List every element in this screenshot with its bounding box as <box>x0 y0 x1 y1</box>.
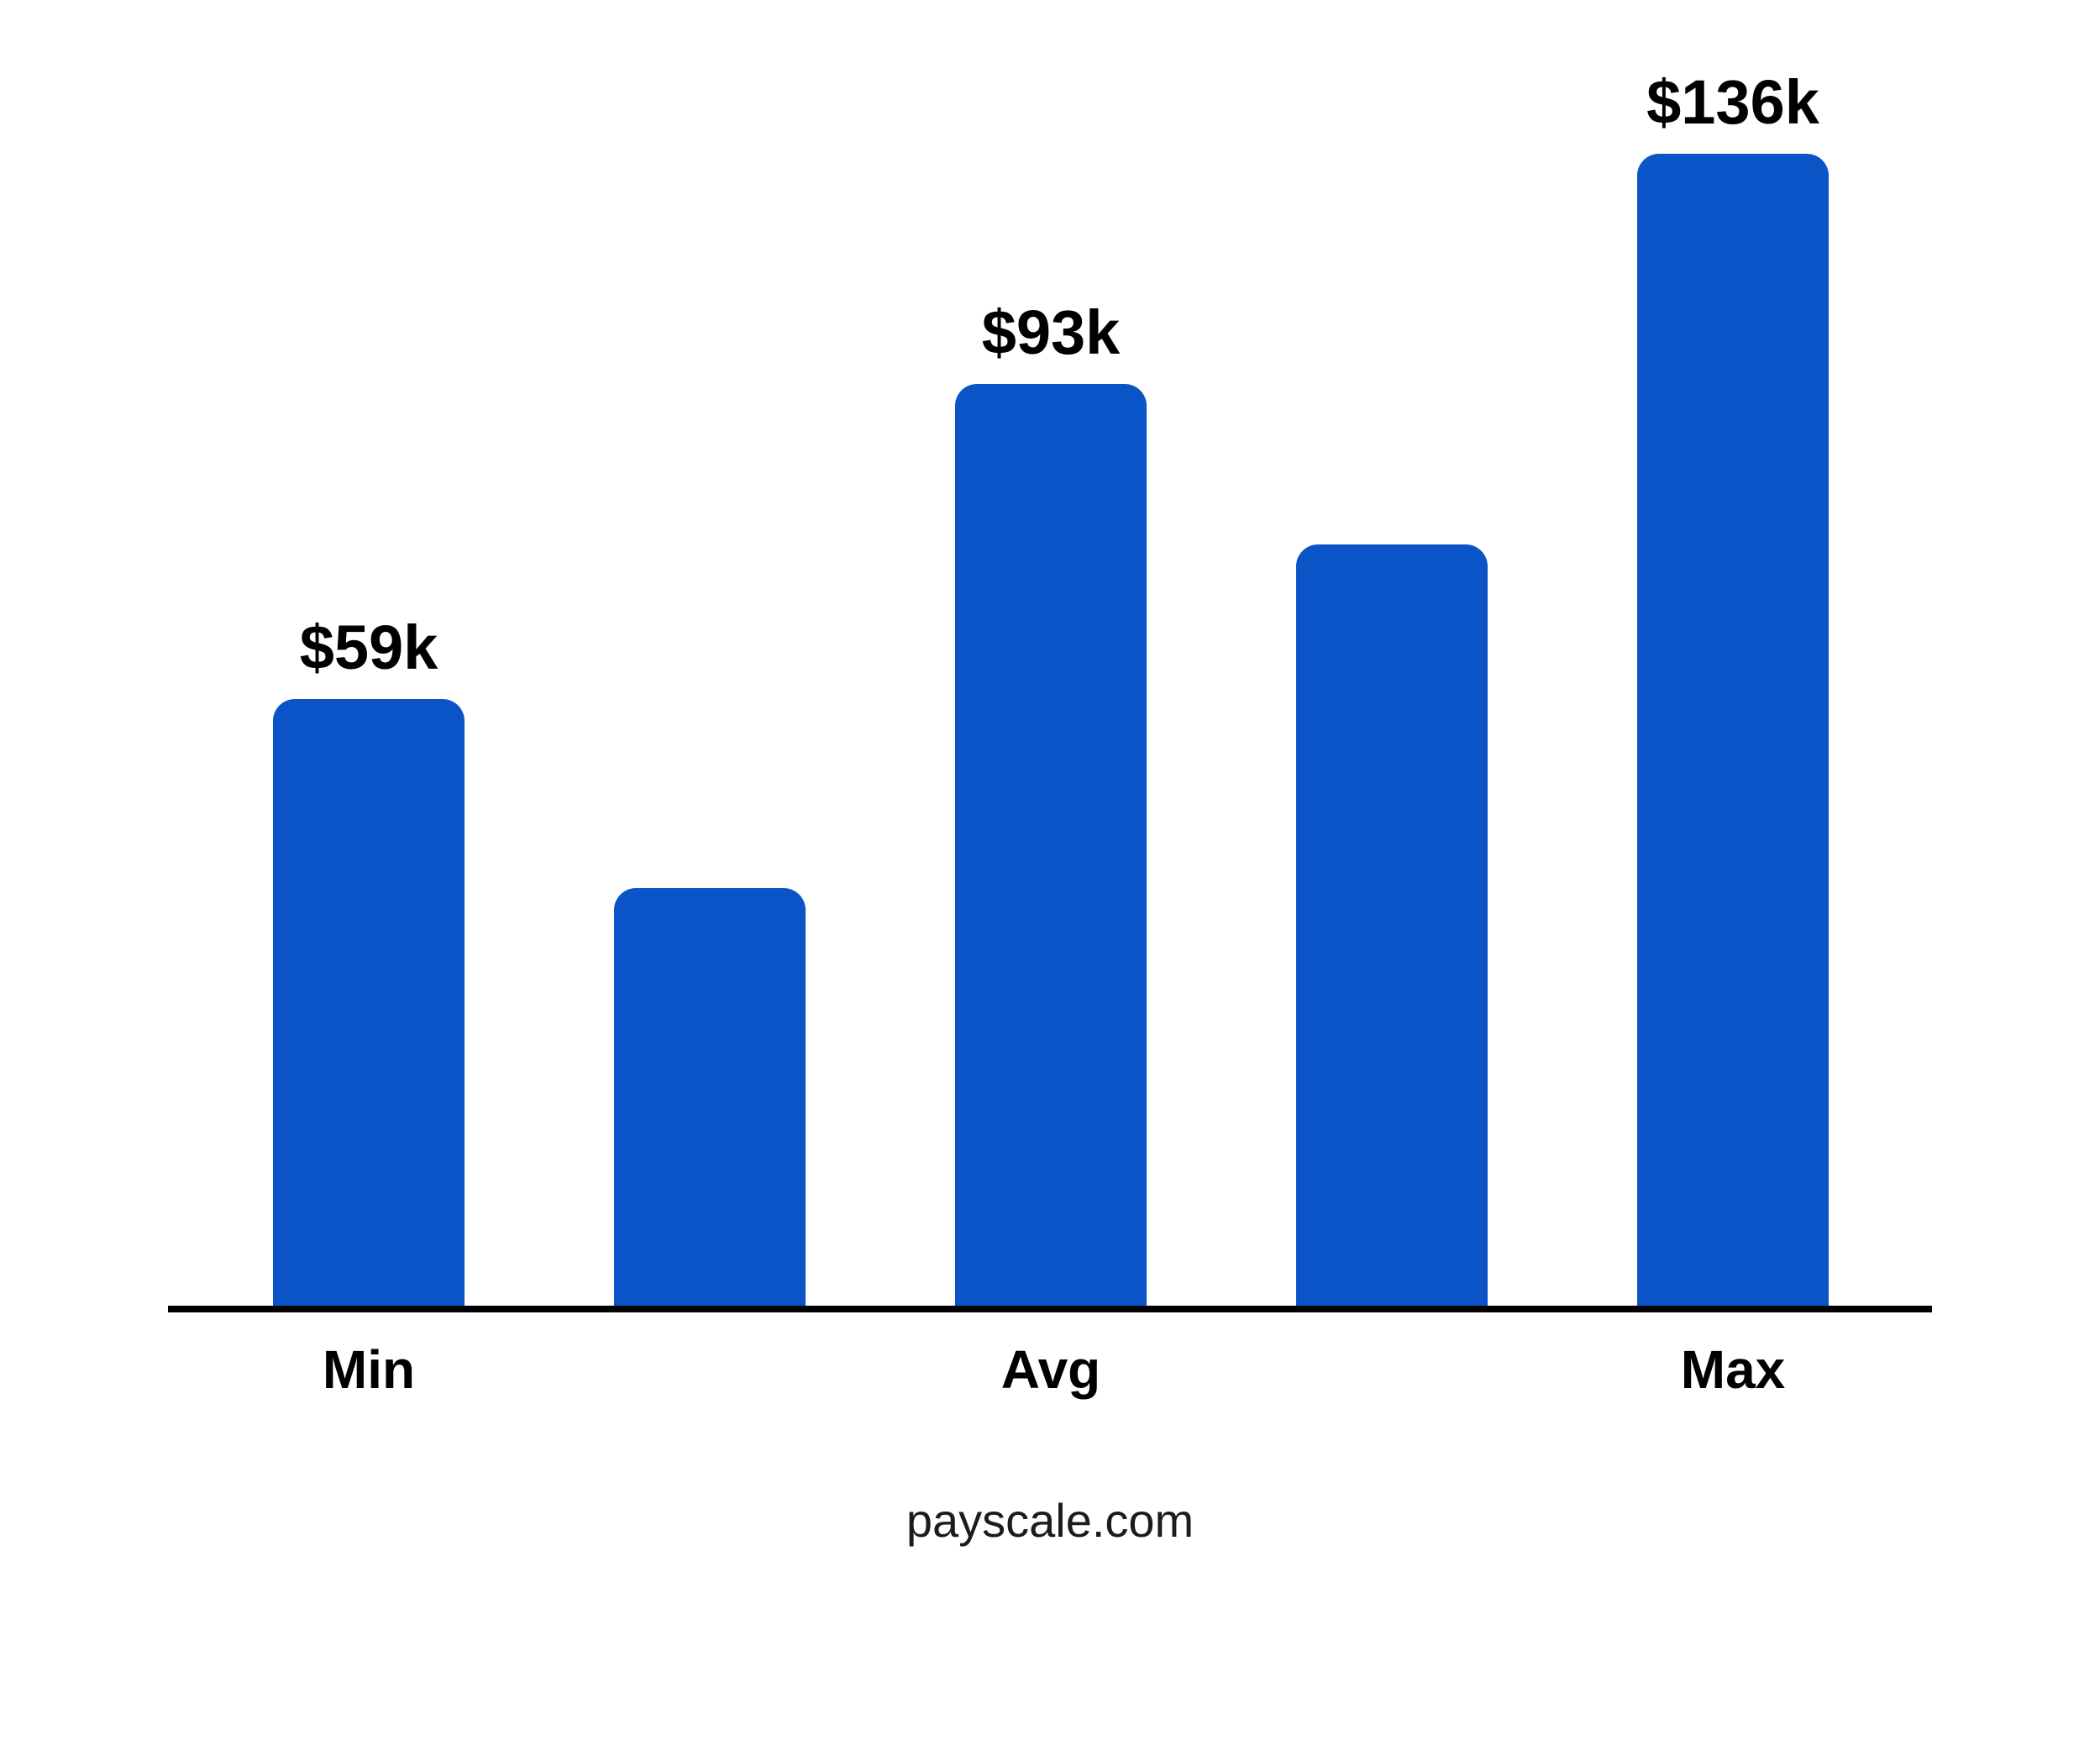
axis-label-max: Max <box>1680 1339 1786 1400</box>
value-label-min: $59k <box>299 613 438 682</box>
source-text: payscale.com <box>906 1494 1194 1547</box>
value-label-avg: $93k <box>981 297 1121 367</box>
value-label-max: $136k <box>1646 67 1819 137</box>
axis-label-min: Min <box>322 1339 416 1400</box>
x-axis-line <box>168 1306 1932 1312</box>
axis-label-avg: Avg <box>1000 1339 1101 1400</box>
bar-bar-4 <box>1296 544 1488 1306</box>
bar-max <box>1637 154 1829 1306</box>
bar-min <box>273 699 465 1306</box>
bar-avg <box>955 384 1147 1306</box>
bar-bar-2 <box>614 888 806 1306</box>
